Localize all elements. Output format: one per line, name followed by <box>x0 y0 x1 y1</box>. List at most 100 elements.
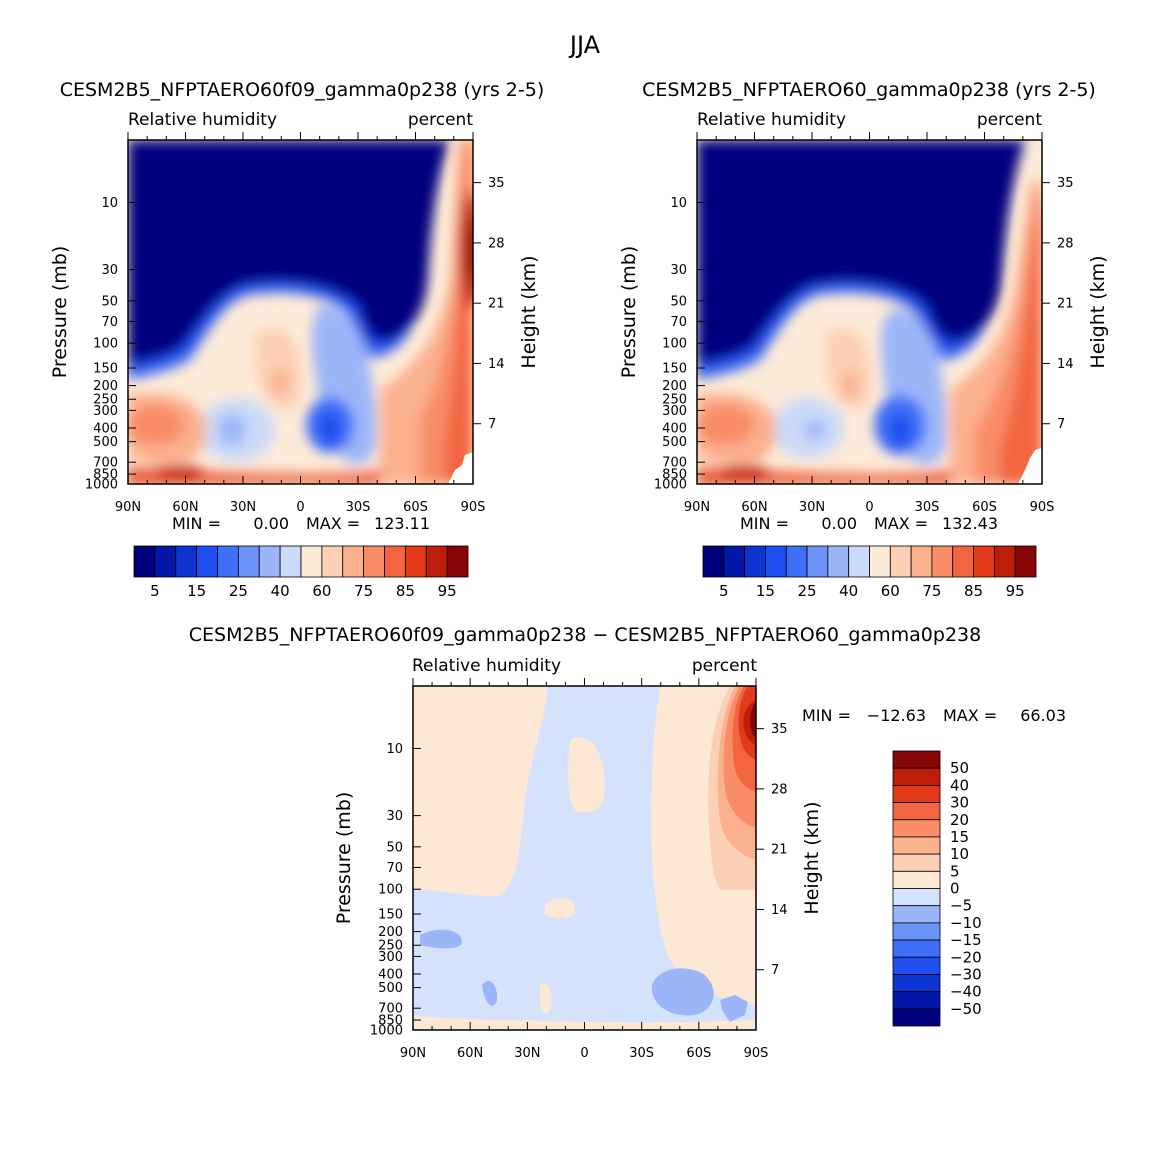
panel-b-colorbar-label: 60 <box>881 582 900 600</box>
panel-a-y2-tick-label: 35 <box>488 176 505 191</box>
panel-c-y-tick-label: 700 <box>378 1002 403 1017</box>
panel-b-colorbar-swatch <box>806 545 829 578</box>
panel-a-colorbar-swatch <box>133 545 156 578</box>
panel-c-colorbar-label: 10 <box>950 845 969 863</box>
panel-b-y-tick-label: 150 <box>662 362 687 377</box>
panel-b-colorbar-label: 75 <box>922 582 941 600</box>
panel-a-colorbar-swatch <box>384 545 406 578</box>
panel-c-y-tick-label: 250 <box>378 939 403 954</box>
panel-c-y2-tick-label: 14 <box>771 903 788 918</box>
panel-c-colorbar-swatch <box>892 939 941 958</box>
panel-a-colorbar-swatch <box>342 545 365 578</box>
panel-b-x-tick-label: 90S <box>1030 500 1055 515</box>
panel-c-colorbar-swatch <box>892 1008 941 1027</box>
panel-a-x-tick-label: 0 <box>296 500 304 515</box>
panel-c-colorbar-swatch <box>892 905 941 924</box>
panel-c-colorbar-swatch <box>892 784 941 803</box>
panel-c-min-label: MIN = <box>802 706 851 725</box>
panel-a-colorbar-swatch <box>217 545 239 578</box>
panel-a-blurred-field <box>128 140 473 484</box>
panel-b-colorbar-swatch <box>993 545 1016 578</box>
panel-b-colorbar-swatch <box>744 545 766 578</box>
panel-b-x-tick-label: 30N <box>799 500 825 515</box>
panel-a-ylabel: Pressure (mb) <box>49 246 71 379</box>
panel-a-max-value: 123.11 <box>374 514 430 533</box>
panel-b-colorbar-label: 25 <box>798 582 817 600</box>
panel-b-y-tick-label: 300 <box>662 404 687 419</box>
panel-c-ylabel: Pressure (mb) <box>333 792 355 925</box>
panel-a-colorbar-swatch <box>154 545 177 578</box>
panel-a-y2-tick-label: 21 <box>488 297 505 312</box>
panel-b-colorbar-swatch <box>702 545 725 578</box>
panel-a-colorbar-label: 25 <box>229 582 248 600</box>
panel-a-y-tick-label: 850 <box>93 468 118 483</box>
panel-b-ylabel: Pressure (mb) <box>618 246 640 379</box>
panel-c-x-tick-label: 30S <box>629 1046 654 1061</box>
panel-b-colorbar-swatch <box>931 545 954 578</box>
panel-c-y2label: Height (km) <box>801 801 823 914</box>
panel-b-x-tick-label: 30S <box>915 500 940 515</box>
panel-b-y2-tick-label: 14 <box>1057 357 1074 372</box>
panel-a-colorbar-swatch <box>237 545 260 578</box>
panel-a-x-tick-label: 90N <box>115 500 141 515</box>
panel-a-y-tick-label: 10 <box>101 196 118 211</box>
panel-c-y2-tick-label: 35 <box>771 722 788 737</box>
panel-c-colorbar-label: −10 <box>950 914 982 932</box>
panel-a-colorbar-swatch <box>363 545 385 578</box>
panel-a-colorbar: 5 15 25 40 60 75 85 95 <box>133 545 469 600</box>
panel-c-y-tick-label: 10 <box>386 742 403 757</box>
panel-c-y-tick-label: 200 <box>378 925 403 940</box>
panel-a-colorbar-swatch <box>175 545 198 578</box>
panel-a-x-tick-label: 30N <box>230 500 256 515</box>
panel-c-y2-tick-label: 21 <box>771 843 788 858</box>
panel-a-min-label: MIN = <box>172 514 221 533</box>
panel-b-axes: 90N 60N 30N 0 30S 60S 90S103050701001502002503… <box>654 132 1074 515</box>
panel-a-y2label: Height (km) <box>518 255 540 368</box>
panel-b-colorbar-swatch <box>869 545 891 578</box>
panel-b-title: CESM2B5_NFPTAERO60_gamma0p238 (yrs 2-5) <box>642 79 1096 101</box>
panel-a-y-tick-label: 400 <box>93 421 118 436</box>
panel-a-colorbar-label: 15 <box>187 582 206 600</box>
panel-c-max-label: MAX = <box>943 706 997 725</box>
panel-b-x-tick-label: 0 <box>865 500 873 515</box>
panel-b-colorbar-swatch <box>973 545 995 578</box>
panel-c-colorbar-label: 20 <box>950 811 969 829</box>
panel-c-y-tick-label: 30 <box>386 809 403 824</box>
panel-b-colorbar-swatch <box>765 545 787 578</box>
panel-c-colorbar-label: 40 <box>950 776 969 794</box>
panel-a-colorbar-swatch <box>196 545 218 578</box>
panel-b-y-tick-label: 1000 <box>654 478 687 493</box>
panel-b-y-tick-label: 850 <box>662 468 687 483</box>
panel-a-colorbar-label: 40 <box>271 582 290 600</box>
panel-c-y-tick-label: 1000 <box>370 1024 403 1039</box>
panel-a-y-tick-label: 30 <box>101 263 118 278</box>
panel-a-colorbar-label: 95 <box>438 582 457 600</box>
panel-c-colorbar-label: 15 <box>950 828 969 846</box>
panel-a-axes: 90N 60N 30N 0 30S 60S 90S103050701001502002503… <box>85 132 505 515</box>
panel-a-colorbar-swatch <box>404 545 427 578</box>
panel-a-y-tick-label: 200 <box>93 379 118 394</box>
panel-b-colorbar-swatch <box>910 545 933 578</box>
panel-b-colorbar-swatch <box>827 545 850 578</box>
panel-c-max-value: 66.03 <box>1020 706 1066 725</box>
panel-b: CESM2B5_NFPTAERO60_gamma0p238 (yrs 2-5) … <box>618 79 1109 600</box>
panel-c-min-value: −12.63 <box>867 706 926 725</box>
panel-b-y2label: Height (km) <box>1087 255 1109 368</box>
panel-c-colorbar-label: −40 <box>950 983 982 1001</box>
panel-a-max-label: MAX = <box>306 514 360 533</box>
panel-a-x-tick-label: 30S <box>346 500 371 515</box>
panel-a-left-label: Relative humidity <box>128 110 277 130</box>
panel-a-y-tick-label: 700 <box>93 456 118 471</box>
panel-c-y-tick-label: 70 <box>386 861 403 876</box>
panel-c-colorbar-swatch <box>892 767 941 786</box>
panel-a-y-tick-label: 500 <box>93 435 118 450</box>
panel-c-x-tick-label: 60S <box>686 1046 711 1061</box>
panel-b-colorbar-label: 15 <box>756 582 775 600</box>
panel-a-x-tick-label: 90S <box>461 500 486 515</box>
panel-b-max-label: MAX = <box>874 514 928 533</box>
panel-b-y-tick-label: 250 <box>662 393 687 408</box>
panel-a-y-tick-label: 250 <box>93 393 118 408</box>
panel-c-colorbar-swatch <box>892 853 941 872</box>
panel-c-x-tick-label: 90S <box>744 1046 769 1061</box>
panel-c-colorbar-label: −30 <box>950 965 982 983</box>
